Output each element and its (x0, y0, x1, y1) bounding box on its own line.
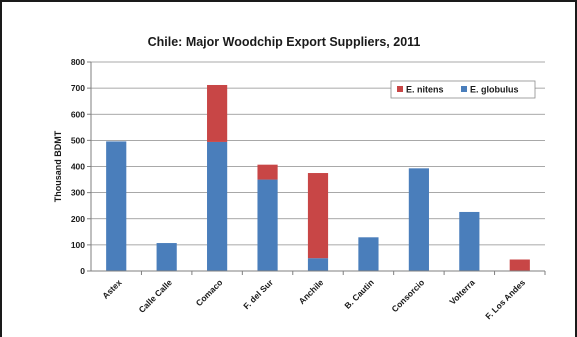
bar-e-globulus-2 (207, 141, 228, 271)
legend-label: E. nitens (406, 85, 444, 95)
bar-e-nitens-4 (307, 173, 329, 259)
y-tick-label: 500 (71, 135, 85, 145)
bar-e-globulus-6 (408, 168, 429, 271)
x-category-label: Astex (100, 277, 124, 301)
x-category-label: F. Los Andes (483, 277, 527, 321)
bar-e-nitens-2 (207, 84, 228, 142)
x-axis-categories: Astex Calle Calle Comaco F. del Sur Anchile B… (100, 271, 546, 321)
bar-e-globulus-5 (358, 237, 379, 271)
y-tick-label: 300 (71, 188, 85, 198)
legend: E. nitens E. globulus (390, 80, 536, 99)
y-tick-label: 0 (80, 266, 85, 276)
bars (106, 84, 530, 271)
legend-swatch (397, 86, 403, 92)
y-tick-label: 200 (71, 214, 85, 224)
legend-swatch (461, 86, 467, 92)
bar-e-nitens-3 (257, 164, 278, 180)
chart-svg: Chile: Major Woodchip Export Suppliers, … (53, 35, 546, 321)
legend-label: E. globulus (470, 85, 519, 95)
x-category-label: Calle Calle (137, 277, 175, 315)
x-category-label: Consorcio (390, 277, 427, 314)
bar-e-globulus-0 (106, 141, 127, 271)
bar-e-nitens-8 (509, 259, 530, 271)
bar-e-globulus-4 (307, 258, 329, 271)
x-category-label: Anchile (297, 277, 326, 306)
y-axis-ticks: 0 100 200 300 400 500 600 700 800 (71, 57, 91, 276)
bar-e-globulus-3 (257, 179, 278, 271)
y-tick-label: 800 (71, 57, 85, 67)
x-category-label: F. del Sur (241, 277, 275, 311)
x-category-label: Volterra (447, 277, 477, 307)
chart-title: Chile: Major Woodchip Export Suppliers, … (148, 35, 421, 49)
y-axis-label: Thousand BDMT (53, 130, 63, 202)
chart-panel: Chile: Major Woodchip Export Suppliers, … (5, 6, 571, 337)
x-category-label: Comaco (194, 277, 225, 308)
y-tick-label: 100 (71, 240, 85, 250)
y-tick-label: 400 (71, 162, 85, 172)
x-category-label: B. Cautin (342, 277, 375, 310)
y-tick-label: 700 (71, 83, 85, 93)
bar-e-globulus-1 (156, 243, 177, 271)
y-tick-label: 600 (71, 109, 85, 119)
bar-e-globulus-7 (459, 211, 480, 271)
